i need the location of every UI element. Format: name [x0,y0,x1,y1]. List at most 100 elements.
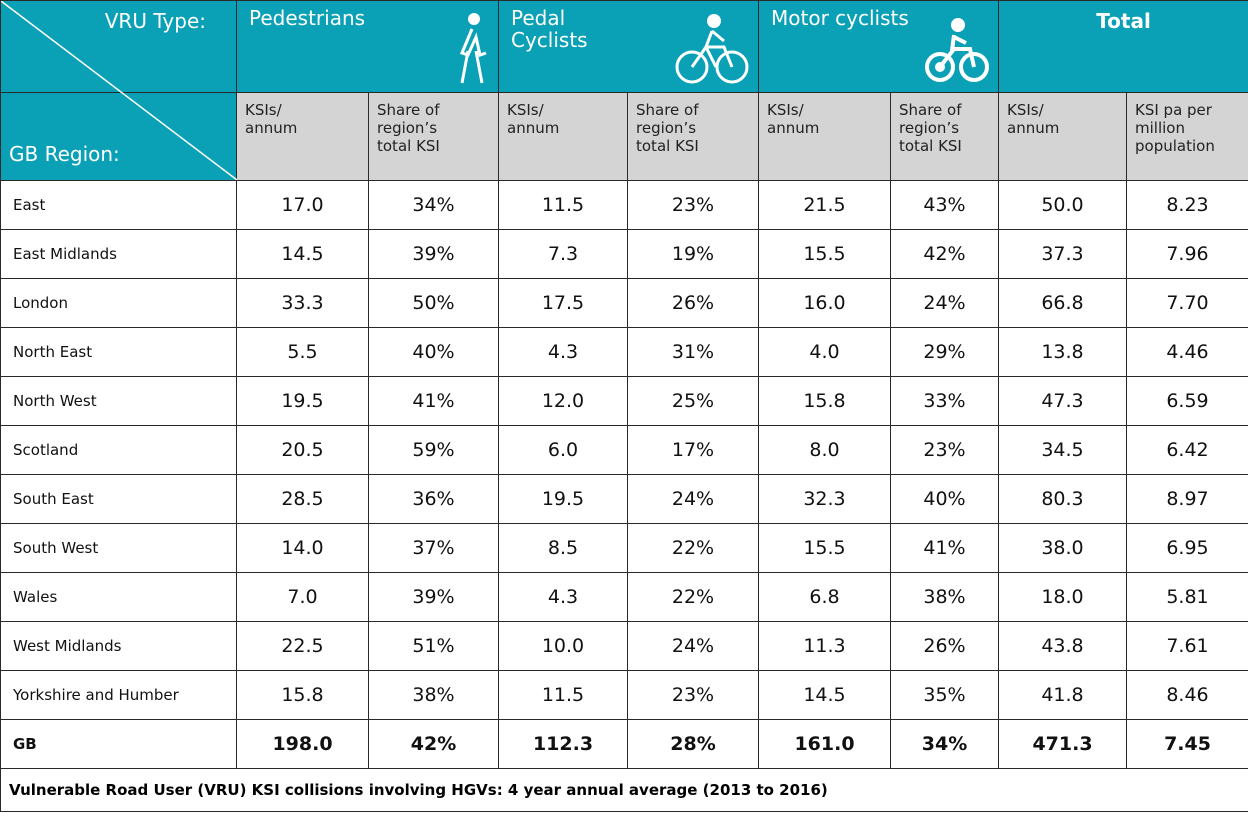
group-name: Pedestrians [249,6,366,30]
value-cell: 41% [890,523,999,573]
value-cell: 6.8 [758,572,891,622]
subheader: KSIs/ annum [767,101,820,137]
value-cell: 7.70 [1125,278,1248,328]
value-cell: 6.95 [1125,523,1248,573]
value-cell: 12.0 [498,376,628,426]
value-cell: 34% [368,180,499,230]
value-cell: 32.3 [758,474,891,524]
value-cell: 14.5 [236,229,369,279]
table-row: GB 198.0 42% 112.3 28% 161.0 34% 471.3 7.45 [0,719,1248,769]
subheader-row: GB Region: KSIs/ annum Share of region’s … [0,92,1248,181]
subheader: KSIs/ annum [1007,101,1060,137]
value-cell: 26% [890,621,999,671]
subheader-cell: KSIs/ annum [498,92,628,181]
value-cell: 11.3 [758,621,891,671]
value-cell: 43.8 [998,621,1127,671]
subheader: Share of region’s total KSI [899,101,962,155]
value-cell: 19.5 [498,474,628,524]
group-name: Motor cyclists [771,6,909,30]
value-cell: 7.0 [236,572,369,622]
group-header-row: VRU Type: Pedestrians Pedal Cyclists Mot… [0,0,1248,180]
value-cell: 8.97 [1125,474,1248,524]
value-cell: 23% [627,180,759,230]
region-cell: North East [0,327,237,377]
value-cell: 7.61 [1125,621,1248,671]
region-cell: Yorkshire and Humber [0,670,237,720]
value-cell: 17% [627,425,759,475]
subheader-cell: Share of region’s total KSI [368,92,499,181]
subheader: Share of region’s total KSI [636,101,699,155]
region-label: GB Region: [9,142,120,166]
value-cell: 11.5 [498,180,628,230]
value-cell: 112.3 [498,719,628,769]
value-cell: 31% [627,327,759,377]
value-cell: 4.3 [498,327,628,377]
subheader: KSI pa per million population [1135,101,1215,155]
value-cell: 41.8 [998,670,1127,720]
value-cell: 22.5 [236,621,369,671]
region-cell: GB [0,719,237,769]
value-cell: 17.0 [236,180,369,230]
table-row: Scotland 20.5 59% 6.0 17% 8.0 23% 34.5 6.42 [0,425,1248,475]
corner-cell: VRU Type: [0,0,237,180]
footer: Vulnerable Road User (VRU) KSI collision… [0,768,1248,812]
value-cell: 39% [368,572,499,622]
value-cell: 16.0 [758,278,891,328]
value-cell: 59% [368,425,499,475]
value-cell: 24% [627,474,759,524]
value-cell: 7.96 [1125,229,1248,279]
value-cell: 26% [627,278,759,328]
value-cell: 7.45 [1125,719,1248,769]
pedestrian-icon [459,13,487,84]
region-cell: Scotland [0,425,237,475]
value-cell: 15.5 [758,229,891,279]
value-cell: 161.0 [758,719,891,769]
value-cell: 5.81 [1125,572,1248,622]
value-cell: 51% [368,621,499,671]
motorcycle-icon [925,18,989,82]
value-cell: 5.5 [236,327,369,377]
value-cell: 471.3 [998,719,1127,769]
group-header: Pedestrians [236,0,499,93]
value-cell: 47.3 [998,376,1127,426]
value-cell: 4.3 [498,572,628,622]
value-cell: 8.23 [1125,180,1248,230]
value-cell: 6.59 [1125,376,1248,426]
value-cell: 34.5 [998,425,1127,475]
value-cell: 33.3 [236,278,369,328]
value-cell: 21.5 [758,180,891,230]
value-cell: 8.46 [1125,670,1248,720]
value-cell: 33% [890,376,999,426]
subheader-cell: Share of region’s total KSI [890,92,999,181]
table-row: Yorkshire and Humber 15.8 38% 11.5 23% 14.5 35… [0,670,1248,720]
value-cell: 17.5 [498,278,628,328]
value-cell: 14.0 [236,523,369,573]
value-cell: 50.0 [998,180,1127,230]
subheader: Share of region’s total KSI [377,101,440,155]
value-cell: 19.5 [236,376,369,426]
value-cell: 19% [627,229,759,279]
value-cell: 7.3 [498,229,628,279]
value-cell: 29% [890,327,999,377]
subheader: KSIs/ annum [245,101,298,137]
table-row: Wales 7.0 39% 4.3 22% 6.8 38% 18.0 5.81 [0,572,1248,622]
value-cell: 15.5 [758,523,891,573]
group-header: Total [997,0,1248,93]
value-cell: 8.5 [498,523,628,573]
value-cell: 80.3 [998,474,1127,524]
table-row: East 17.0 34% 11.5 23% 21.5 43% 50.0 8.23 [0,180,1248,230]
value-cell: 28% [627,719,759,769]
table-row: North East 5.5 40% 4.3 31% 4.0 29% 13.8 4.46 [0,327,1248,377]
group-name: Total [1096,9,1151,33]
value-cell: 36% [368,474,499,524]
region-cell: East [0,180,237,230]
region-cell: East Midlands [0,229,237,279]
table-row: South West 14.0 37% 8.5 22% 15.5 41% 38.0 6.95 [0,523,1248,573]
region-label-cell: GB Region: [0,92,237,181]
footer-row: Vulnerable Road User (VRU) KSI collision… [0,768,1248,812]
value-cell: 6.42 [1125,425,1248,475]
group-header: Motor cyclists [758,0,999,93]
value-cell: 23% [890,425,999,475]
